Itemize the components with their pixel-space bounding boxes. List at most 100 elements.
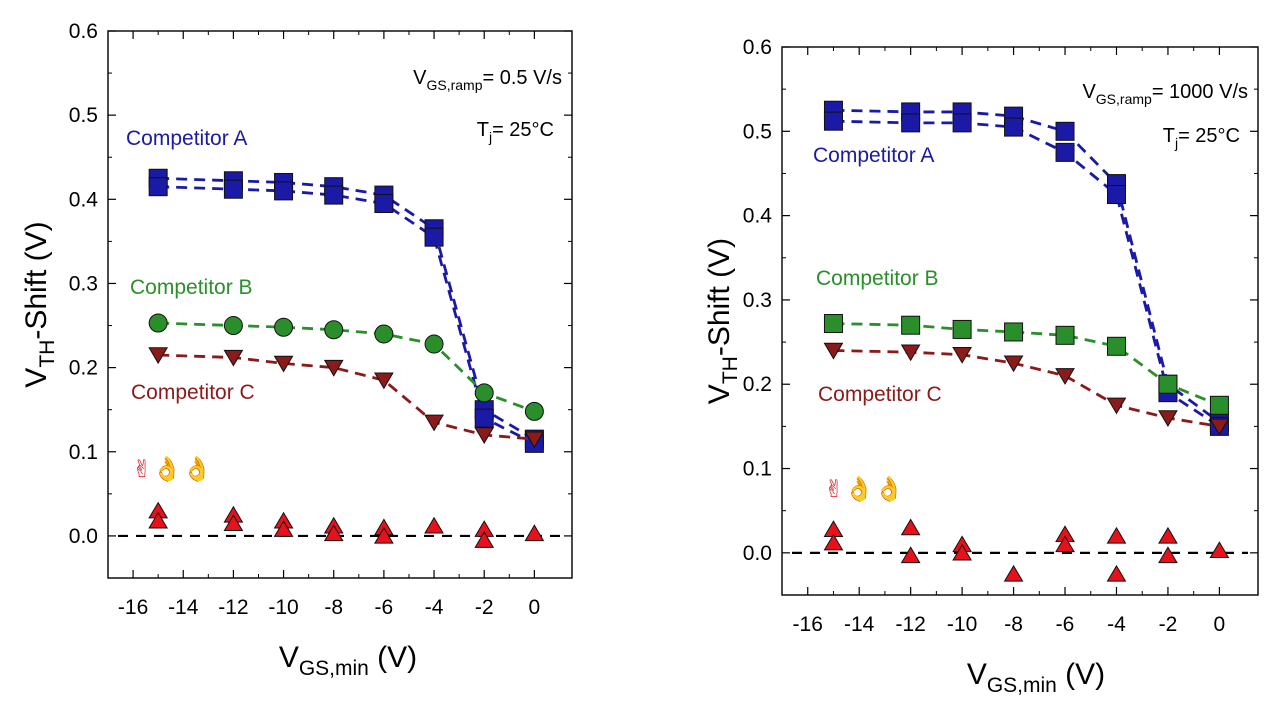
x-tick-label: -12 [895,613,925,636]
data-point-triangle-down [1209,418,1230,436]
x-tick-label: -14 [844,613,875,636]
x-axis-label: VGS,min (V) [967,658,1105,697]
data-point-triangle-down [1106,397,1127,415]
data-point-square [148,177,168,197]
series-label: Competitor A [813,144,934,167]
series-line [158,321,535,413]
data-point-triangle-up [1158,546,1178,564]
data-point-square [823,314,843,334]
data-point-triangle-up [223,514,244,531]
hand-glyphs: ✌👌👌 [132,455,212,483]
data-point-triangle-down [474,427,495,445]
series-1: Competitor A [813,100,1229,436]
data-point-triangle-up [900,546,921,564]
y-tick-label: 0.0 [743,542,772,565]
data-point-square [424,227,444,247]
y-tick-label: 0.6 [69,20,98,43]
chart-panel-1: 0.0 0.1 0.2 0.3 0.4 0.5 0.6 -16 -14 -12 -10 -8 -6 -4 -… [20,20,573,680]
y-tick-label: 0.0 [69,525,98,548]
data-point-square [1055,142,1075,162]
series-line [833,108,1221,424]
series-label: Competitor C [818,383,942,406]
x-tick-label: -12 [218,596,248,619]
data-point-triangle-down [273,355,294,373]
data-point-triangle-down [524,431,545,449]
series-1: Competitor A [126,127,544,453]
data-point-triangle-up [273,520,294,537]
x-tick-label: -16 [118,596,148,619]
x-tick-label: -4 [425,596,444,619]
data-point-triangle-up [524,524,545,542]
series-line [158,185,536,445]
data-point-triangle-down [223,349,244,367]
temperature-annotation: Tj= 25°C [477,119,554,145]
x-tick-label: -6 [375,596,394,619]
data-point-square [324,185,344,205]
data-point-triangle-down [823,342,844,360]
data-point-square [1055,121,1075,141]
data-point-square [1158,374,1178,394]
data-point-triangle-up [952,543,972,561]
series-label: Competitor B [816,267,939,290]
data-point-triangle-up [374,526,394,544]
data-point-triangle-down [148,347,169,365]
x-tick-label: -8 [1004,613,1023,636]
data-point-triangle-up [823,533,844,551]
x-tick-label: -10 [268,596,298,619]
data-point-triangle-up [1209,541,1230,559]
y-tick-label: 0.2 [743,373,772,396]
y-tick-label: 0.1 [69,441,98,464]
data-point-circle [374,324,394,344]
data-point-circle [223,316,243,336]
data-point-circle [148,313,168,333]
y-tick-label: 0.6 [743,36,772,59]
plot-frame [107,30,573,579]
y-tick-label: 0.5 [743,120,772,143]
data-point-triangle-down [952,347,972,364]
y-tick-label: 0.2 [69,357,98,380]
data-point-triangle-down [1158,410,1178,428]
data-point-square [1004,322,1024,342]
x-tick-label: -4 [1107,613,1126,636]
x-tick-label: -6 [1056,613,1075,636]
data-point-square [952,113,972,133]
series-3: Competitor C [131,347,545,449]
x-tick-label: -2 [475,596,494,619]
series-label: Competitor B [130,276,253,299]
data-point-triangle-up [424,516,444,534]
series-4 [118,501,562,548]
x-tick-label: -14 [168,596,199,619]
series-2: Competitor B [816,267,1229,415]
data-point-square [901,113,921,133]
data-point-triangle-down [900,344,921,362]
data-point-triangle-down [323,359,344,377]
x-tick-label: -10 [947,613,977,636]
data-point-triangle-down [1003,355,1024,373]
data-point-square [1209,395,1229,415]
data-point-square [374,194,394,214]
data-point-circle [324,320,344,340]
y-axis-label: VTH-Shift (V) [703,238,742,404]
data-point-triangle-up [1106,526,1127,544]
x-tick-label: -16 [793,613,823,636]
y-tick-label: 0.4 [743,205,773,228]
data-point-triangle-up [1106,564,1127,582]
y-tick-label: 0.5 [69,104,98,127]
x-axis-label: VGS,min (V) [279,641,417,680]
data-point-square [1004,117,1024,137]
series-line [158,353,535,441]
data-point-triangle-up [323,524,344,542]
series-line [833,322,1220,407]
data-point-triangle-down [1055,368,1075,385]
series-line [158,176,536,441]
y-tick-label: 0.4 [69,188,99,211]
data-point-circle [524,401,544,421]
series-4 [792,518,1248,582]
y-tick-label: 0.1 [743,458,772,481]
x-tick-label: 0 [529,596,541,619]
data-point-circle [424,334,444,354]
data-point-square [1055,325,1075,345]
x-tick-label: -8 [324,596,343,619]
y-tick-label: 0.3 [743,289,772,312]
data-point-square [274,181,294,201]
